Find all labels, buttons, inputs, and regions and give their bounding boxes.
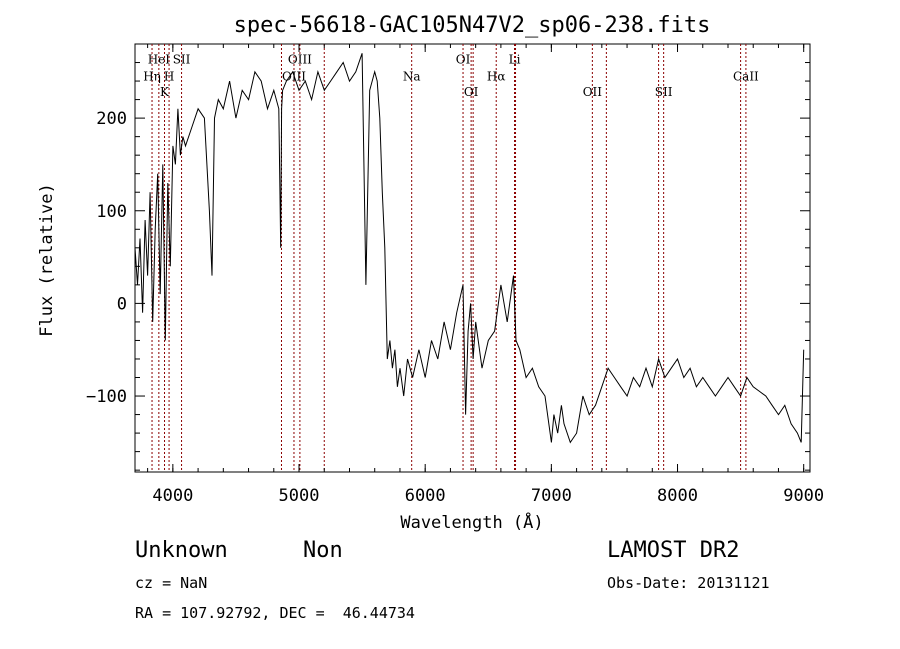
survey-name: LAMOST DR2: [607, 538, 740, 563]
x-axis-label: Wavelength (Å): [400, 511, 543, 533]
y-axis: −100 0 100 200: [86, 43, 810, 471]
y-tick-label: 100: [96, 202, 127, 222]
coordinates: RA = 107.92792, DEC = 46.44734: [135, 604, 415, 622]
x-tick-label: 8000: [657, 486, 698, 506]
x-tick-label: 7000: [531, 486, 572, 506]
spectral-line-label: Hη: [143, 69, 161, 83]
x-tick-label: 9000: [783, 486, 824, 506]
y-tick-label: 0: [117, 294, 127, 314]
spectral-line-label: OII: [583, 85, 603, 99]
spectral-marker-lines: [151, 44, 747, 472]
observation-date: Obs-Date: 20131121: [607, 574, 770, 592]
spectrum-series-line: [134, 53, 805, 444]
object-subclass: Non: [303, 538, 343, 563]
spectral-line-label: SII: [173, 53, 191, 67]
y-axis-label: Flux (relative): [37, 183, 57, 337]
x-tick-label: 6000: [405, 486, 446, 506]
x-tick-label: 5000: [279, 486, 320, 506]
spectral-line-label: Li: [509, 53, 521, 67]
spectral-line-label: Hα: [487, 69, 506, 83]
plot-frame: [134, 43, 811, 473]
y-tick-label: 200: [96, 109, 127, 129]
spectral-line-label: Na: [403, 69, 421, 83]
spectral-line-label: CaII: [733, 69, 759, 83]
x-tick-label: 4000: [152, 486, 193, 506]
chart-title: spec-56618-GAC105N47V2_sp06-238.fits: [234, 13, 711, 38]
spectral-line-label: SII: [655, 85, 673, 99]
object-class: Unknown: [135, 538, 228, 563]
spectral-line-label: OI: [464, 85, 479, 99]
spectral-line-label: HeI: [148, 53, 171, 67]
x-axis: 4000 5000 6000 7000 8000 9000: [147, 44, 824, 506]
spectral-line-label: OIII: [288, 53, 312, 67]
spectral-line-label: OI: [456, 53, 471, 67]
spectral-line-label: K: [160, 85, 170, 99]
redshift-cz: cz = NaN: [135, 574, 208, 592]
y-tick-label: −100: [86, 387, 127, 407]
spectral-line-label: H: [164, 69, 174, 83]
